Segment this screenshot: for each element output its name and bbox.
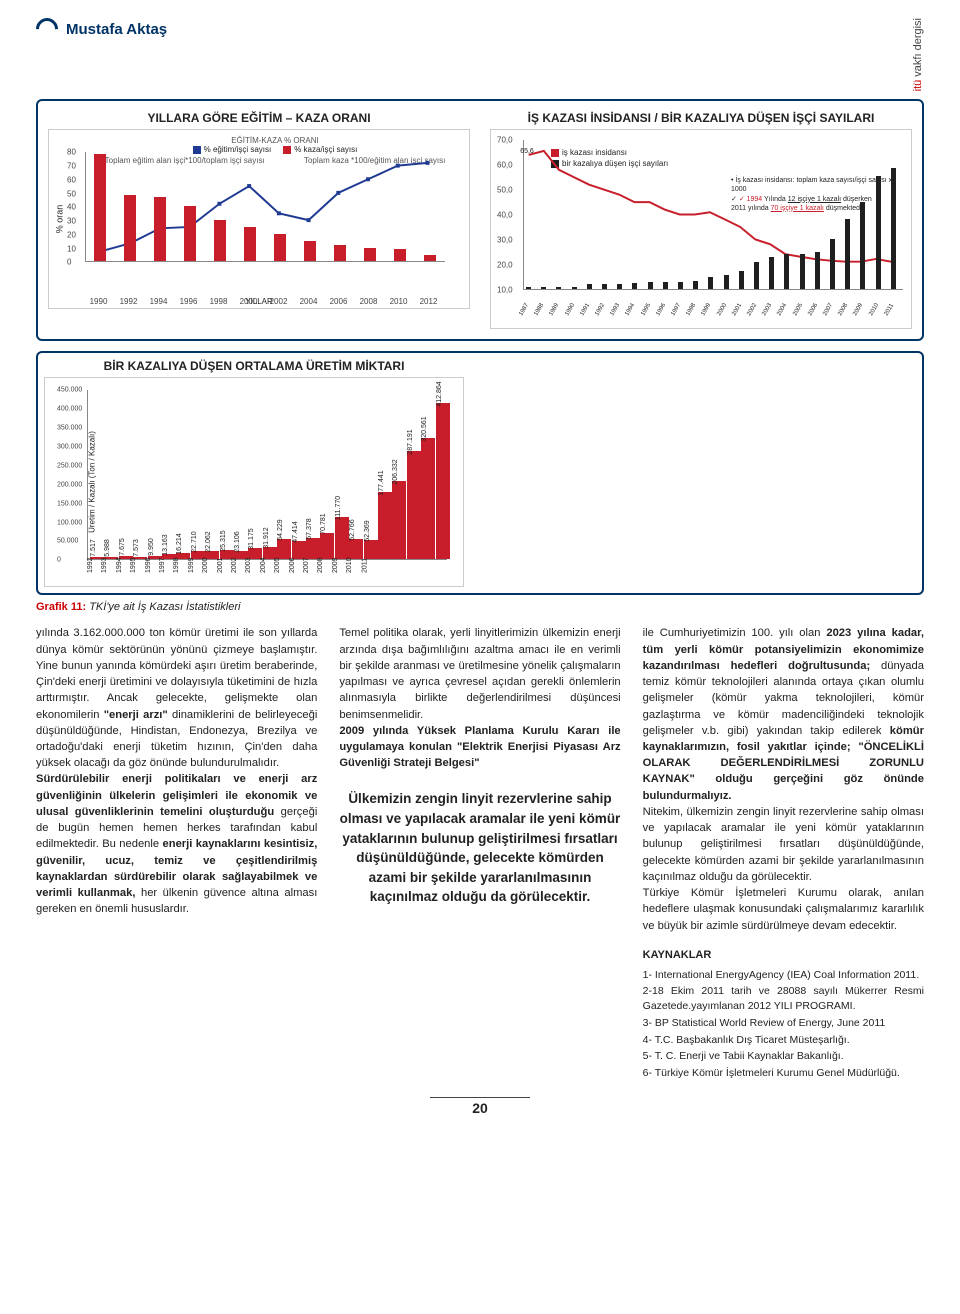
author-block: Mustafa Aktaş xyxy=(36,18,167,40)
col2-text: Temel politika olarak, yerli linyitlerim… xyxy=(339,625,620,771)
journal-rest: vakfı dergisi xyxy=(912,18,924,80)
callout-quote: Ülkemizin zengin linyit rezervlerine sah… xyxy=(339,789,620,906)
chart-row-1: YILLARA GÖRE EĞİTİM – KAZA ORANI EĞİTİM-… xyxy=(36,99,924,341)
journal-brand: itü xyxy=(912,80,924,92)
journal-side-label: itü vakfı dergisi xyxy=(912,18,924,91)
author-name: Mustafa Aktaş xyxy=(66,21,167,38)
chart-1-plot xyxy=(85,152,445,262)
chart-1-yaxis: % oran xyxy=(54,205,64,234)
caption-prefix: Grafik 11: xyxy=(36,601,86,613)
page-header: Mustafa Aktaş itü vakfı dergisi xyxy=(0,0,960,99)
references-list: 1- International EnergyAgency (IEA) Coal… xyxy=(643,968,924,1081)
reference-item: 4- T.C. Başbakanlık Dış Ticaret Müsteşar… xyxy=(643,1033,924,1048)
figure-caption: Grafik 11: TKİ'ye ait İş Kazası İstatist… xyxy=(36,601,924,613)
chart-1: EĞİTİM-KAZA % ORANI % eğitim/işçi sayısı… xyxy=(48,129,470,309)
chart-1-title: YILLARA GÖRE EĞİTİM – KAZA ORANI xyxy=(48,111,470,125)
reference-item: 1- International EnergyAgency (IEA) Coal… xyxy=(643,968,924,983)
page-number: 20 xyxy=(0,1083,960,1128)
chart-3-plot: 7.5175.9887.6757.5739.95013.16316.21422.… xyxy=(87,390,447,560)
chart-1-line-svg xyxy=(86,152,445,261)
reference-item: 3- BP Statistical World Review of Energy… xyxy=(643,1016,924,1031)
reference-item: 2-18 Ekim 2011 tarih ve 28088 sayılı Mük… xyxy=(643,984,924,1013)
chart-2-plot xyxy=(523,140,903,290)
body-columns: yılında 3.162.000.000 ton kömür üretimi … xyxy=(0,625,960,1082)
col3-text: ile Cumhuriyetimizin 100. yılı olan 2023… xyxy=(643,625,924,933)
col1-text: yılında 3.162.000.000 ton kömür üretimi … xyxy=(36,625,317,917)
chart-2-title: İŞ KAZASI İNSİDANSI / BİR KAZALIYA DÜŞEN… xyxy=(490,111,912,125)
page-number-value: 20 xyxy=(472,1100,488,1116)
author-arc-icon xyxy=(31,13,62,44)
chart-3-title: BİR KAZALIYA DÜŞEN ORTALAMA ÜRETİM MİKTA… xyxy=(44,359,464,373)
column-2: Temel politika olarak, yerli linyitlerim… xyxy=(339,625,620,1082)
caption-text: TKİ'ye ait İş Kazası İstatistikleri xyxy=(89,601,240,613)
chart-1-cell: YILLARA GÖRE EĞİTİM – KAZA ORANI EĞİTİM-… xyxy=(44,107,474,333)
chart-2: iş kazası insidansı bir kazalıya düşen i… xyxy=(490,129,912,329)
chart-1-subtitle: EĞİTİM-KAZA % ORANI xyxy=(85,136,465,145)
column-1: yılında 3.162.000.000 ton kömür üretimi … xyxy=(36,625,317,1082)
reference-item: 6- Türkiye Kömür İşletmeleri Kurumu Gene… xyxy=(643,1066,924,1081)
references-title: KAYNAKLAR xyxy=(643,948,924,964)
column-3: ile Cumhuriyetimizin 100. yılı olan 2023… xyxy=(643,625,924,1082)
chart-3-cell: BİR KAZALIYA DÜŞEN ORTALAMA ÜRETİM MİKTA… xyxy=(44,359,464,587)
chart-3: Üretim / Kazalı (Ton / Kazalı) 7.5175.98… xyxy=(44,377,464,587)
chart-row-2: BİR KAZALIYA DÜŞEN ORTALAMA ÜRETİM MİKTA… xyxy=(36,351,924,595)
chart-2-cell: İŞ KAZASI İNSİDANSI / BİR KAZALIYA DÜŞEN… xyxy=(486,107,916,333)
reference-item: 5- T. C. Enerji ve Tabii Kaynaklar Bakan… xyxy=(643,1049,924,1064)
